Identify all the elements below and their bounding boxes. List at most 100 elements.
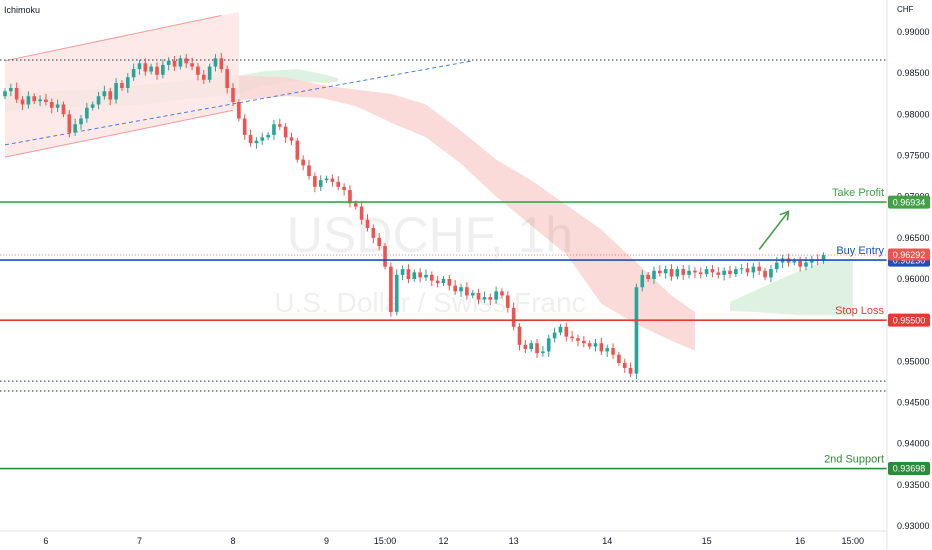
- level-badge: 0.93698: [888, 462, 930, 476]
- level-badge-box: [888, 195, 930, 209]
- candle-body: [739, 268, 744, 270]
- candle-body: [821, 255, 826, 261]
- candle-body: [622, 362, 627, 368]
- candle-body: [114, 83, 118, 100]
- y-tick-label: 0.98000: [897, 109, 930, 119]
- candle-body: [617, 354, 621, 363]
- candle-body: [704, 269, 709, 275]
- candle-body: [96, 96, 101, 105]
- candle-body: [628, 367, 633, 374]
- candle-body: [751, 266, 756, 273]
- candle-body: [582, 340, 586, 344]
- candle-body: [348, 190, 352, 204]
- candle-body: [488, 297, 493, 300]
- candle-body: [792, 260, 797, 263]
- candle-body: [394, 274, 399, 312]
- y-tick-label: 0.93000: [897, 521, 930, 531]
- level-label: Buy Entry: [836, 245, 884, 257]
- candle-body: [698, 272, 703, 275]
- indicator-label[interactable]: Ichimoku: [4, 5, 40, 15]
- level-label: Take Profit: [832, 187, 884, 199]
- candle-body: [272, 124, 276, 135]
- candle-body: [242, 118, 247, 135]
- candle-body: [207, 66, 212, 80]
- candle-body: [406, 269, 411, 279]
- candle-body: [85, 107, 89, 119]
- candle-body: [529, 343, 534, 349]
- arrow-shaft: [758, 210, 790, 250]
- candle-body: [371, 227, 376, 238]
- candle-body: [131, 69, 136, 78]
- candle-body: [383, 246, 387, 267]
- candle-body: [476, 292, 481, 300]
- level-label: 2nd Support: [824, 454, 884, 466]
- candle-body: [611, 348, 615, 355]
- candle-body: [283, 126, 288, 138]
- candle-body: [564, 326, 569, 337]
- time-axis[interactable]: 6 7 8 9 15:00 12 13 14 15 16 15:00: [43, 536, 864, 546]
- candle-body: [734, 269, 738, 275]
- candle-body: [201, 74, 206, 80]
- x-tick-label: 13: [509, 536, 519, 546]
- candle-body: [307, 165, 311, 177]
- level-badge: 0.95500: [888, 313, 930, 327]
- candle-body: [728, 270, 732, 275]
- candle-body: [418, 272, 422, 278]
- level-badge-value: 0.93698: [893, 464, 926, 474]
- candle-body: [14, 87, 19, 100]
- last-price-badge-box: [888, 248, 930, 261]
- candle-body: [342, 186, 346, 191]
- candle-body: [506, 295, 510, 308]
- candle-body: [693, 270, 697, 273]
- candle-body: [260, 137, 265, 141]
- candle-body: [675, 269, 680, 277]
- target-arrow: [758, 210, 790, 250]
- candle-body: [663, 269, 668, 274]
- candle-body: [143, 63, 148, 72]
- candle-body: [605, 348, 610, 352]
- candle-body: [137, 63, 142, 70]
- candle-body: [184, 58, 189, 64]
- candle-body: [225, 69, 229, 88]
- candle-body: [55, 104, 60, 108]
- candle-body: [400, 269, 405, 275]
- y-tick-label: 0.99000: [897, 27, 930, 37]
- candle-body: [429, 274, 434, 281]
- candle-body: [353, 203, 358, 207]
- candle-body: [125, 77, 130, 88]
- candle-body: [763, 270, 767, 278]
- x-tick-label: 12: [438, 536, 448, 546]
- candle-body: [769, 269, 773, 278]
- x-tick-label: 7: [137, 536, 142, 546]
- candle-body: [377, 237, 381, 247]
- x-tick-label: 14: [602, 536, 612, 546]
- candle-body: [470, 292, 475, 296]
- x-tick-label: 6: [43, 536, 48, 546]
- y-tick-label: 0.94000: [897, 439, 930, 449]
- candle-body: [517, 326, 522, 345]
- candle-body: [26, 96, 31, 105]
- candle-body: [120, 83, 124, 88]
- candle-body: [587, 343, 592, 347]
- x-tick-label: 15:00: [374, 536, 397, 546]
- candle-body: [67, 114, 72, 133]
- candle-body: [9, 87, 13, 92]
- candle-body: [634, 287, 639, 374]
- candle-body: [599, 343, 604, 352]
- candle-body: [166, 60, 171, 65]
- candle-body: [277, 124, 282, 127]
- candle-body: [435, 280, 440, 284]
- candle-body: [669, 269, 674, 277]
- candle-body: [810, 259, 814, 263]
- arrow-head: [779, 210, 790, 221]
- dashed-trendline: [4, 60, 473, 146]
- candle-body: [313, 176, 317, 187]
- candle-body: [412, 272, 417, 279]
- candle-body: [254, 140, 259, 144]
- y-tick-label: 0.96500: [897, 233, 930, 243]
- candle-body: [453, 285, 458, 292]
- x-tick-label: 8: [231, 536, 236, 546]
- y-tick-label: 0.95000: [897, 356, 930, 366]
